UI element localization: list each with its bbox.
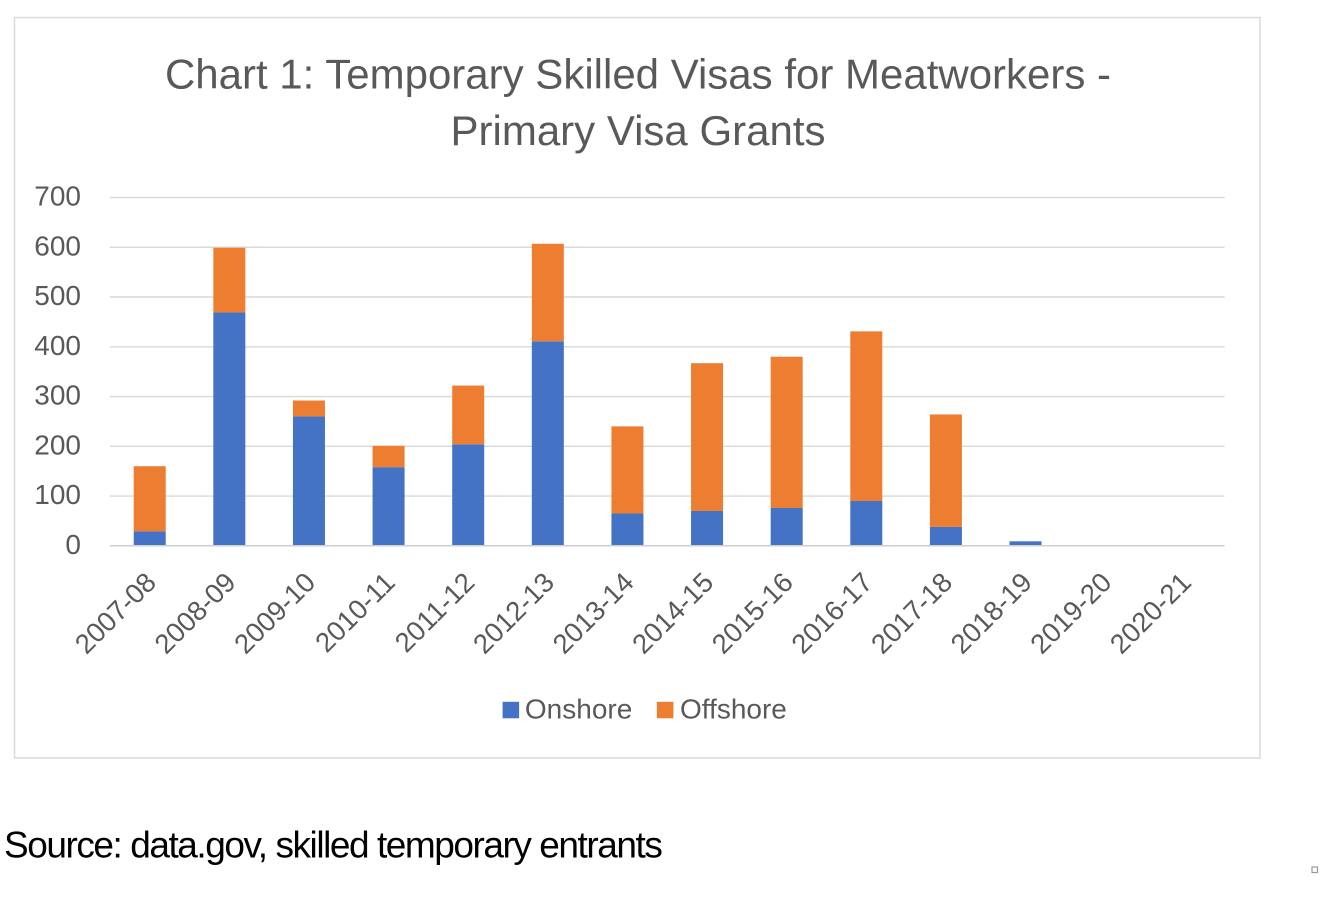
svg-text:600: 600 xyxy=(34,230,81,261)
svg-text:700: 700 xyxy=(34,181,81,212)
svg-text:100: 100 xyxy=(34,479,81,510)
svg-text:Source: data.gov, skilled temp: Source: data.gov, skilled temporary entr… xyxy=(4,825,662,866)
svg-text:500: 500 xyxy=(34,280,81,311)
svg-text:Chart 1: Temporary Skilled Vis: Chart 1: Temporary Skilled Visas for Mea… xyxy=(165,51,1111,98)
svg-text:300: 300 xyxy=(34,380,81,411)
svg-text:400: 400 xyxy=(34,330,81,361)
svg-text:Offshore: Offshore xyxy=(680,694,787,725)
svg-text:0: 0 xyxy=(65,529,81,560)
svg-text:Onshore: Onshore xyxy=(525,694,632,725)
svg-text:200: 200 xyxy=(34,429,81,460)
svg-text:Primary Visa Grants: Primary Visa Grants xyxy=(451,107,826,154)
